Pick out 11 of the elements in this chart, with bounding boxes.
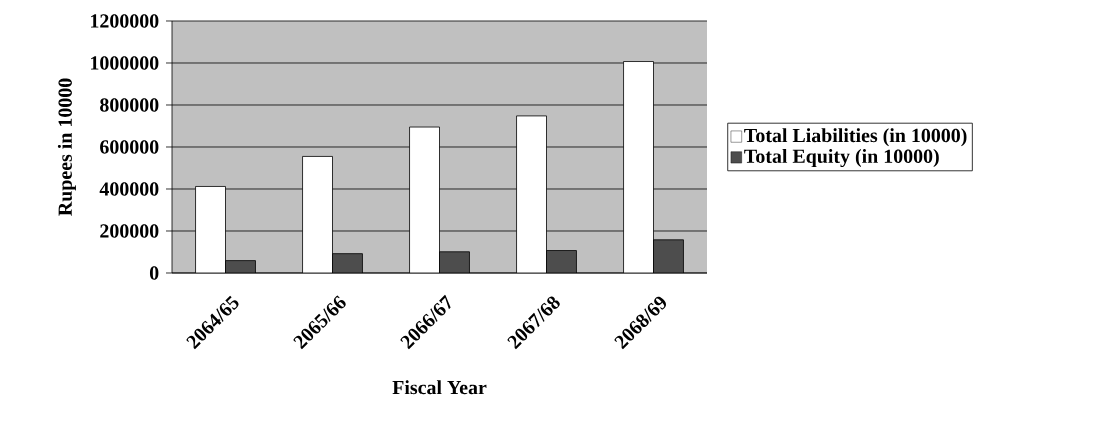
y-tick-label: 1200000 xyxy=(91,14,159,28)
y-tick-label: 1000000 xyxy=(91,56,159,70)
y-axis-title: Rupees in 10000 xyxy=(57,78,76,216)
y-tick-label: 0 xyxy=(149,266,159,280)
x-axis-title: Fiscal Year xyxy=(392,380,487,395)
y-tick-label: 600000 xyxy=(100,140,159,154)
legend-label: Total Liabilities (in 10000) xyxy=(744,128,967,147)
y-tick-label: 200000 xyxy=(100,224,159,238)
y-tick-label: 400000 xyxy=(99,182,159,196)
y-tick-label: 800000 xyxy=(100,98,159,112)
legend-label: Total Equity (in 10000) xyxy=(744,148,939,168)
